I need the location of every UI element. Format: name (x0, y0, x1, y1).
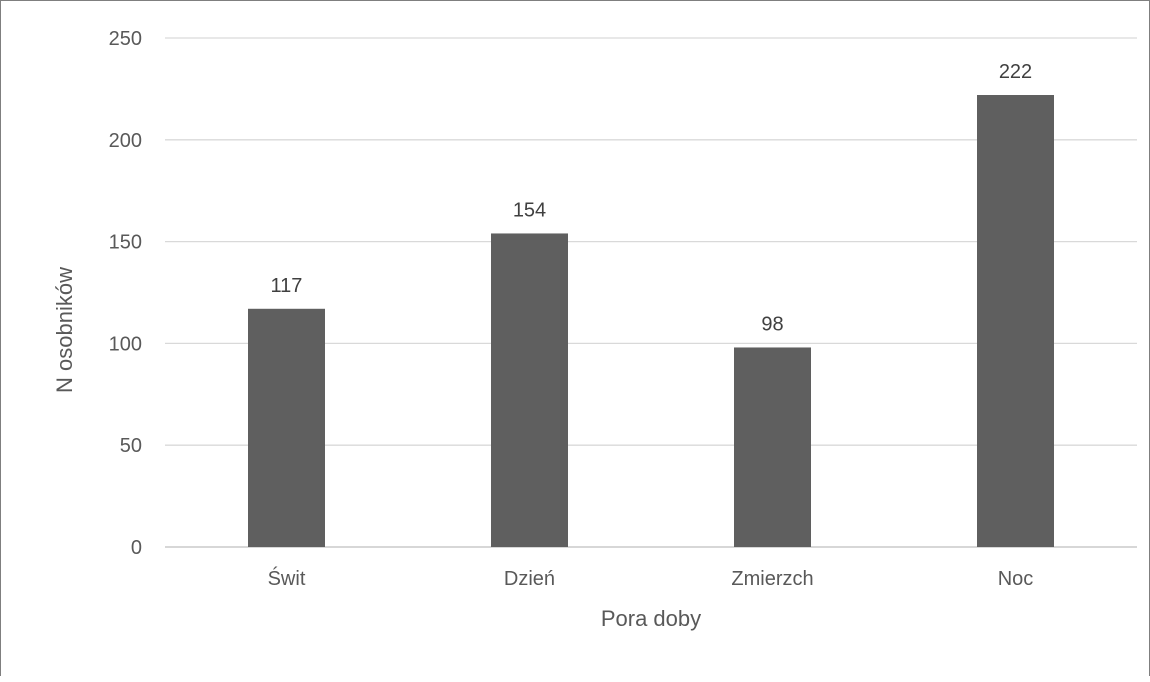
x-axis-ticks: Świt Dzień Zmierzch Noc (268, 566, 1034, 590)
bar (734, 347, 811, 547)
y-axis-ticks: 0 50 100 150 200 250 (109, 28, 142, 559)
x-tick-label: Świt (268, 566, 306, 590)
data-label: 117 (271, 275, 303, 297)
y-tick-label: 50 (120, 435, 142, 457)
x-axis-label: Pora doby (601, 606, 701, 631)
data-labels: 117 154 98 222 (271, 61, 1033, 335)
data-label: 222 (999, 61, 1032, 83)
bar (491, 233, 568, 547)
x-tick-label: Noc (998, 568, 1034, 590)
bar (248, 308, 325, 547)
y-tick-label: 0 (131, 537, 142, 559)
bars (248, 95, 1054, 548)
bar (977, 95, 1054, 548)
y-tick-label: 150 (109, 232, 142, 254)
x-tick-label: Zmierzch (731, 568, 813, 590)
y-tick-label: 200 (109, 130, 142, 152)
data-label: 154 (513, 199, 546, 221)
data-label: 98 (761, 313, 783, 335)
y-tick-label: 100 (109, 333, 142, 355)
y-axis-label: N osobników (52, 267, 77, 393)
gridlines (165, 37, 1137, 548)
x-tick-label: Dzień (504, 568, 555, 590)
y-tick-label: 250 (109, 28, 142, 50)
